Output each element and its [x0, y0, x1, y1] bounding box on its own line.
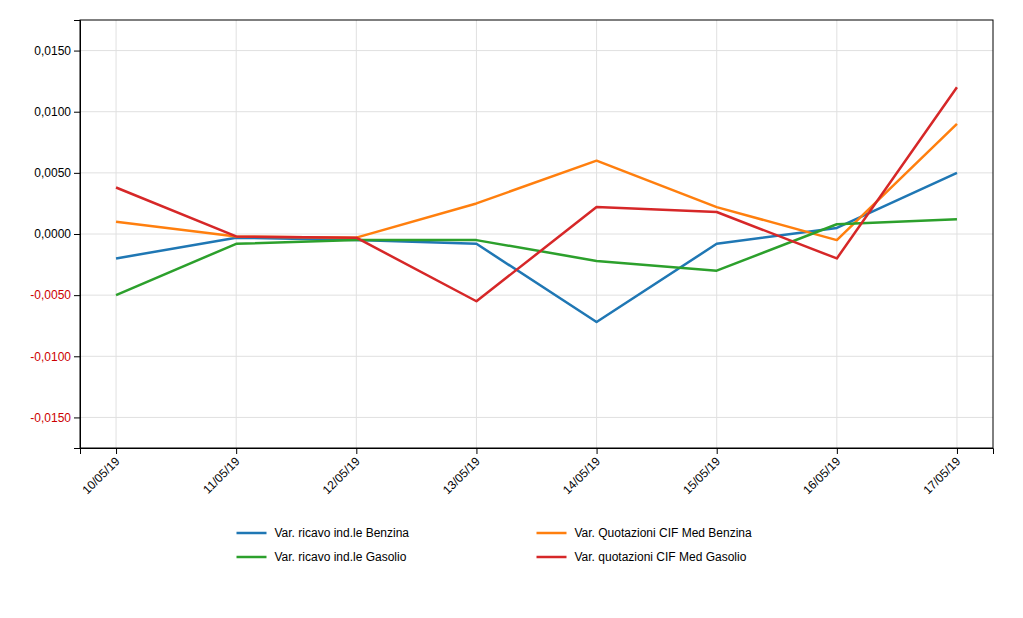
y-tick: 0,0150 [34, 44, 80, 58]
x-tick-label: 13/05/19 [440, 454, 483, 497]
y-tick-mark [74, 295, 80, 296]
legend-swatch [237, 532, 267, 535]
x-axis: 10/05/19 11/05/19 12/05/19 13/05/19 14/05/19… [80, 448, 994, 497]
y-grid-line [80, 417, 993, 418]
x-tick-mark [717, 448, 718, 454]
x-tick-label: 12/05/19 [320, 454, 363, 497]
plot: -0,0150 -0,0100 -0,0050 0,0000 0,0050 0,0100 0… [30, 20, 993, 497]
series-line [116, 87, 957, 301]
y-grid-line [80, 356, 993, 357]
legend-label: Var. ricavo ind.le Benzina [275, 526, 410, 540]
x-tick: 17/05/19 [920, 448, 963, 497]
legend-item: Var. quotazioni CIF Med Gasolio [537, 550, 747, 564]
chart: -0,0150 -0,0100 -0,0050 0,0000 0,0050 0,0100 0… [0, 0, 1023, 618]
x-tick-label: 16/05/19 [800, 454, 843, 497]
x-tick-label: 10/05/19 [80, 454, 123, 497]
x-tick-mark [957, 448, 958, 454]
y-tick-mark [74, 234, 80, 235]
grid [80, 20, 993, 448]
y-tick-mark [74, 356, 80, 357]
x-tick: 11/05/19 [200, 448, 243, 497]
lines [116, 87, 957, 322]
x-tick: 15/05/19 [680, 448, 723, 497]
y-grid-line [80, 50, 993, 51]
x-tick-mark [356, 448, 357, 454]
y-tick-label: 0,0000 [34, 227, 71, 241]
legend-label: Var. quotazioni CIF Med Gasolio [575, 550, 747, 564]
y-tick: -0,0050 [30, 288, 80, 302]
series-line [116, 173, 957, 322]
x-tick-label: 14/05/19 [560, 454, 603, 497]
x-grid-line [236, 20, 237, 448]
x-grid-line [956, 20, 957, 448]
x-grid-line [356, 20, 357, 448]
x-tick-mark [476, 448, 477, 454]
legend-label: Var. Quotazioni CIF Med Benzina [575, 526, 753, 540]
y-tick: -0,0100 [30, 350, 80, 364]
x-grid-line [116, 20, 117, 448]
y-tick-label: 0,0050 [34, 166, 71, 180]
x-grid-line [476, 20, 477, 448]
y-tick-label: 0,0100 [34, 105, 71, 119]
y-tick: -0,0150 [30, 411, 80, 425]
y-tick: 0,0000 [34, 227, 80, 241]
plot-frame [80, 20, 993, 448]
legend: Var. ricavo ind.le Benzina Var. Quotazion… [237, 526, 753, 564]
x-tick-mark [597, 448, 598, 454]
legend-item: Var. ricavo ind.le Gasolio [237, 550, 407, 564]
legend-swatch [537, 532, 567, 535]
y-tick-mark [74, 173, 80, 174]
legend-item: Var. Quotazioni CIF Med Benzina [537, 526, 753, 540]
y-grid-line [80, 295, 993, 296]
legend-swatch [537, 556, 567, 559]
x-grid-line [716, 20, 717, 448]
series-line [116, 124, 957, 240]
y-tick-label: -0,0100 [30, 350, 71, 364]
y-tick-label: -0,0150 [30, 411, 71, 425]
y-tick-label: -0,0050 [30, 288, 71, 302]
legend-swatch [237, 556, 267, 559]
x-tick-label: 17/05/19 [920, 454, 963, 497]
y-tick-label: 0,0150 [34, 44, 71, 58]
x-grid-line [596, 20, 597, 448]
x-tick: 13/05/19 [440, 448, 483, 497]
y-tick: 0,0050 [34, 166, 80, 180]
x-tick-mark [236, 448, 237, 454]
y-tick-mark [74, 417, 80, 418]
x-tick: 12/05/19 [320, 448, 363, 497]
x-tick-label: 15/05/19 [680, 454, 723, 497]
y-axis-line [74, 21, 81, 449]
y-tick: 0,0100 [34, 105, 80, 119]
x-tick-mark [116, 448, 117, 454]
x-tick-label: 11/05/19 [200, 454, 243, 497]
y-grid-line [80, 172, 993, 173]
x-tick: 10/05/19 [80, 448, 123, 497]
x-axis-line [81, 449, 994, 455]
x-tick-mark [837, 448, 838, 454]
y-axis: -0,0150 -0,0100 -0,0050 0,0000 0,0050 0,0100 0… [30, 21, 80, 449]
y-tick-mark [74, 112, 80, 113]
y-grid-line [80, 111, 993, 112]
y-tick-mark [74, 51, 80, 52]
x-tick: 14/05/19 [560, 448, 603, 497]
x-tick: 16/05/19 [800, 448, 843, 497]
legend-label: Var. ricavo ind.le Gasolio [275, 550, 407, 564]
x-grid-line [836, 20, 837, 448]
legend-item: Var. ricavo ind.le Benzina [237, 526, 410, 540]
